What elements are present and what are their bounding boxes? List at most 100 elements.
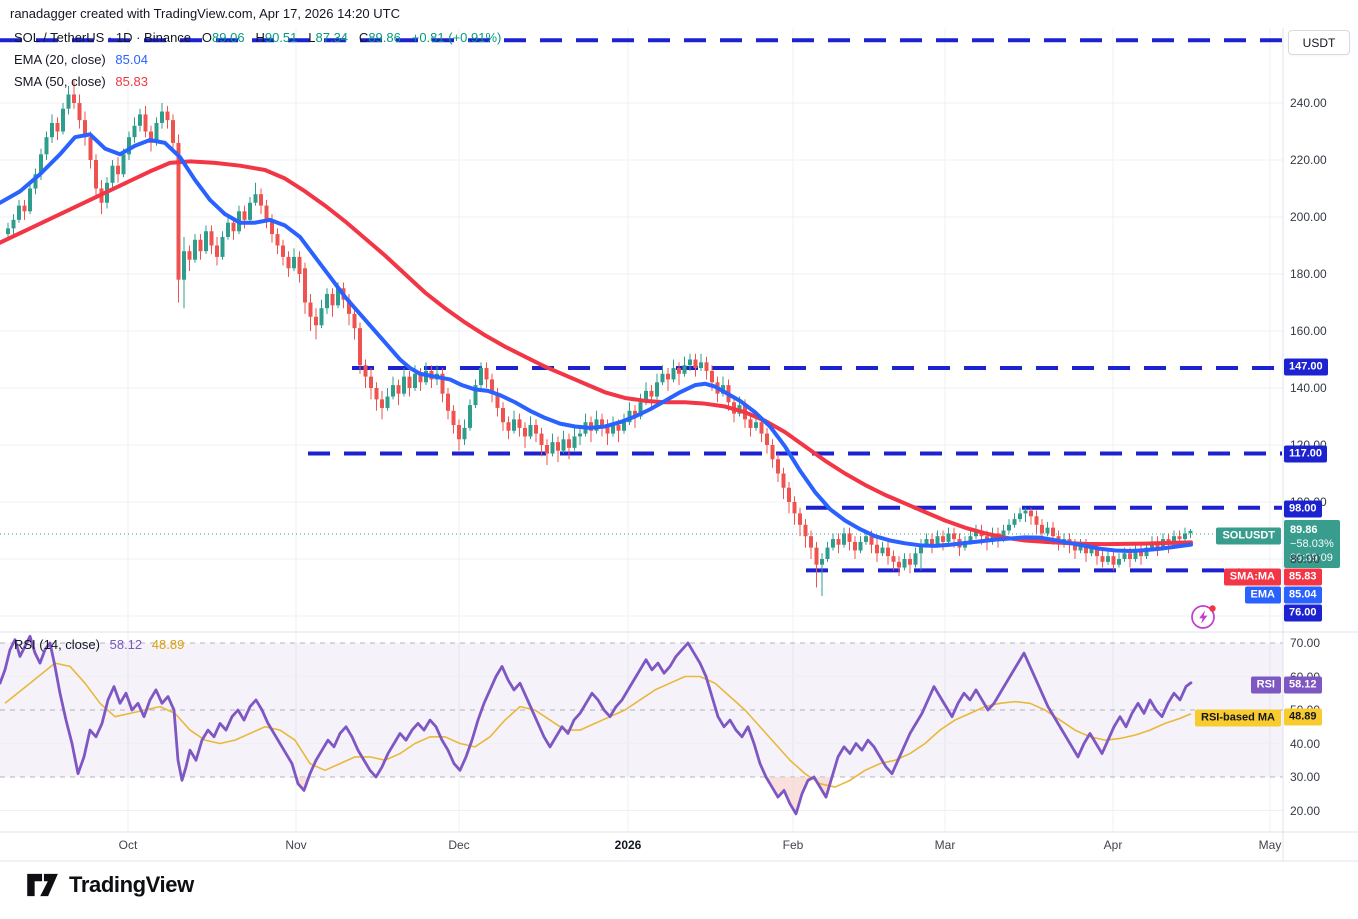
candle-body bbox=[968, 536, 973, 542]
watermark-credit: ranadagger created with TradingView.com,… bbox=[10, 6, 400, 21]
symbol-title[interactable]: SOL / TetherUS · 1D · Binance bbox=[14, 30, 192, 45]
time-axis-label[interactable]: Feb bbox=[782, 838, 804, 852]
candle-body bbox=[1012, 519, 1017, 525]
candle-body bbox=[72, 94, 76, 103]
candle-body bbox=[770, 445, 775, 460]
sma50-line bbox=[0, 159, 1193, 547]
candle-body bbox=[231, 222, 236, 232]
ema20-line bbox=[0, 132, 1193, 554]
candle-body bbox=[616, 425, 621, 431]
price-scale-tick: 160.00 bbox=[1290, 324, 1327, 338]
currency-unit-button[interactable]: USDT bbox=[1288, 30, 1350, 55]
candle-body bbox=[798, 513, 802, 525]
candle-body bbox=[913, 553, 918, 565]
time-axis-label[interactable]: Nov bbox=[285, 838, 307, 852]
candle-body bbox=[1172, 536, 1176, 545]
candle-body bbox=[622, 422, 626, 431]
sma-legend[interactable]: SMA (50, close) 85.83 bbox=[14, 74, 148, 89]
candle-body bbox=[11, 219, 16, 229]
change-value: +0.81 (+0.91%) bbox=[411, 30, 502, 45]
time-axis-label[interactable]: 2026 bbox=[614, 838, 642, 852]
rsi-legend-value: 58.12 bbox=[109, 637, 143, 652]
level-price-badge: 76.00 bbox=[1284, 604, 1322, 622]
candle-body bbox=[440, 373, 445, 394]
candle-body bbox=[171, 120, 175, 143]
ema-legend-value: 85.04 bbox=[115, 52, 148, 67]
candle-body bbox=[638, 402, 643, 417]
candle-body bbox=[759, 422, 764, 434]
ohlc-low-value: 87.34 bbox=[315, 30, 349, 45]
symbol-legend[interactable]: SOL / TetherUS · 1D · Binance O89.06 H90… bbox=[14, 30, 501, 45]
ohlc-open-value: 89.06 bbox=[212, 30, 245, 45]
candle-body bbox=[660, 373, 665, 383]
candle-body bbox=[149, 131, 153, 143]
tradingview-logo[interactable]: TradingView bbox=[26, 872, 194, 898]
ema-series-label: EMA bbox=[1244, 586, 1281, 604]
candle-body bbox=[275, 234, 280, 246]
time-axis-label[interactable]: Oct bbox=[118, 838, 138, 852]
current-price-change: −58.03% bbox=[1290, 538, 1334, 550]
candle-body bbox=[842, 533, 846, 545]
candle-body bbox=[121, 154, 126, 175]
time-axis-label[interactable]: May bbox=[1258, 838, 1282, 852]
candle-body bbox=[864, 536, 868, 542]
rsi-series-label: RSI bbox=[1250, 676, 1281, 694]
candle-body bbox=[22, 205, 27, 212]
ohlc-low-label: L bbox=[308, 30, 316, 45]
candle-body bbox=[1133, 550, 1138, 559]
candle-body bbox=[550, 442, 555, 454]
sma-series-label: SMA:MA bbox=[1223, 568, 1281, 586]
candle-body bbox=[209, 231, 214, 246]
candle-body bbox=[127, 137, 131, 155]
rsi-oversold-fill bbox=[766, 777, 814, 814]
candle-body bbox=[187, 251, 192, 260]
candle-body bbox=[402, 376, 406, 394]
ema-legend[interactable]: EMA (20, close) 85.04 bbox=[14, 52, 148, 67]
candle-body bbox=[1001, 530, 1006, 540]
solusdt-series-label: SOLUSDT bbox=[1216, 527, 1281, 545]
candle-body bbox=[1023, 510, 1028, 514]
candle-body bbox=[776, 459, 780, 474]
candle-body bbox=[853, 541, 857, 551]
time-axis-label[interactable]: Apr bbox=[1103, 838, 1123, 852]
candle-body bbox=[935, 536, 940, 545]
candle-body bbox=[116, 165, 120, 175]
candle-body bbox=[6, 228, 10, 235]
candle-body bbox=[952, 533, 956, 540]
candle-body bbox=[407, 376, 412, 388]
candle-body bbox=[908, 559, 912, 565]
time-axis-label[interactable]: Mar bbox=[934, 838, 956, 852]
flash-icon[interactable] bbox=[1189, 602, 1219, 632]
time-axis-label[interactable]: Dec bbox=[448, 838, 470, 852]
candle-body bbox=[803, 524, 808, 537]
candle-body bbox=[1128, 553, 1132, 559]
candle-body bbox=[699, 362, 703, 369]
candle-body bbox=[110, 165, 115, 183]
candle-body bbox=[869, 536, 874, 545]
candle-body bbox=[396, 385, 401, 394]
candle-body bbox=[325, 293, 329, 309]
candle-body bbox=[259, 194, 263, 206]
sma-value-badge: 85.83 bbox=[1284, 568, 1322, 586]
candle-body bbox=[88, 137, 93, 160]
rsi-legend[interactable]: RSI (14, close) 58.12 48.89 bbox=[14, 637, 184, 652]
candle-body bbox=[924, 539, 929, 545]
candle-body bbox=[1177, 536, 1182, 540]
candle-body bbox=[369, 376, 373, 388]
alert-dot bbox=[1209, 605, 1216, 612]
candle-body bbox=[693, 359, 698, 369]
rsi-ma-series-label: RSI-based MA bbox=[1195, 709, 1281, 727]
ohlc-open-label: O bbox=[201, 30, 213, 45]
candle-body bbox=[451, 410, 456, 426]
candle-body bbox=[1117, 559, 1121, 565]
ohlc-high-label: H bbox=[255, 30, 265, 45]
candle-body bbox=[517, 419, 522, 428]
candle-body bbox=[176, 142, 181, 280]
candle-body bbox=[671, 368, 676, 380]
ohlc-close-label: C bbox=[358, 30, 369, 45]
candle-body bbox=[374, 388, 379, 400]
flash-circle bbox=[1191, 605, 1215, 629]
candle-body bbox=[754, 422, 758, 428]
